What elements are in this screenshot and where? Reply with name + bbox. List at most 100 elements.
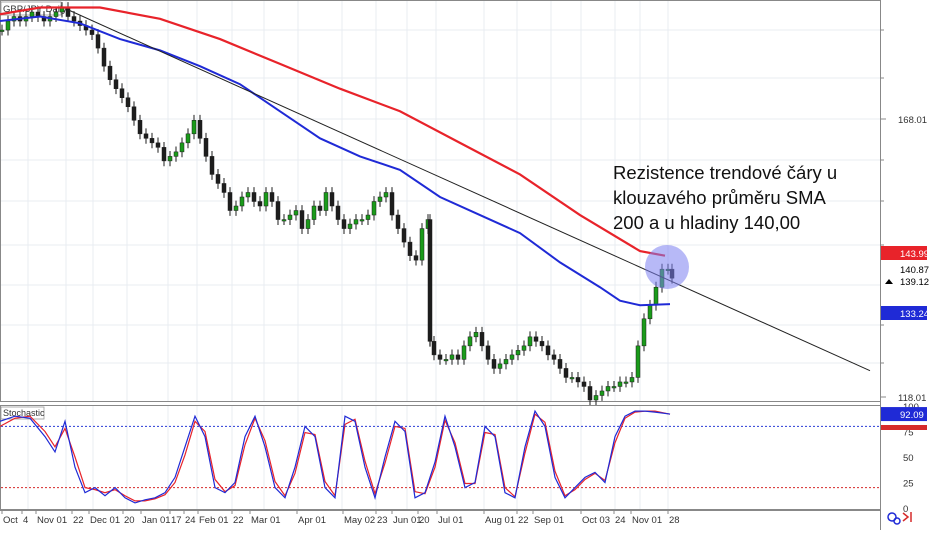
candle-body [5,20,11,31]
candle-body [347,223,353,229]
stoch-title-box [0,406,45,420]
stoch-tick-label: 50 [903,453,914,464]
candle-body [149,138,155,144]
candle-body [281,219,287,222]
candle-body [263,192,269,207]
candle-body [461,345,467,360]
candle-body [143,133,149,139]
candle-body [593,395,599,401]
x-tick-label: 20 [124,515,135,526]
candle-body [95,34,101,49]
arrow-right-icon-head [902,512,910,522]
x-tick-label: 28 [669,515,680,526]
x-tick-label: 22 [73,515,84,526]
candle-body [557,359,563,369]
candle-body [467,336,473,347]
candle-body [371,201,377,216]
candle-body [395,214,401,229]
candle-body [245,192,251,198]
candle-body [419,228,425,261]
stoch-panel-frame [0,405,881,510]
candle-body [605,386,611,392]
price-tag-bg [881,274,927,288]
candle-body [215,174,221,184]
candle-body [473,332,479,338]
candle-body [233,205,239,211]
candle-body [545,345,551,356]
candle-body [251,192,257,202]
candle-body [365,214,371,220]
stoch-value-tag-bg [881,407,927,422]
candle-body [623,381,629,384]
candle-body [575,377,581,383]
highlight-circle [645,245,689,289]
x-tick-label: 4 [23,515,28,526]
x-tick-label: Jun 01 [393,515,422,526]
candle-body [515,350,521,356]
candle-body [119,88,125,98]
stoch-value-tag-label: 92.09 [900,410,924,421]
candle-body [167,156,173,162]
candle-body [293,210,299,216]
price-tick-label: 118.01 [898,393,926,404]
candle-body [389,192,395,216]
candle-body [527,336,533,347]
candle-body [539,341,545,347]
candle-body [503,359,509,365]
candle-body [203,138,209,157]
candle-body [209,156,215,175]
candle-body [377,196,383,202]
candle-body [359,219,365,222]
candle-body [269,192,275,202]
candle-body [161,147,167,162]
candle-body [413,255,419,261]
candle-body [479,332,485,347]
annotation-line-3: 200 a u hladiny 140,00 [613,212,801,233]
price-tag-marker [885,279,893,284]
candle-body [299,210,305,229]
x-tick-label: 23 [377,515,388,526]
candle-body [137,120,143,135]
price-tick-label: 168.01 [898,115,927,126]
candle-body [407,241,413,256]
candle-body [107,65,113,80]
candle-body [383,192,389,198]
candle-body [437,354,443,360]
x-tick-label: 22 [518,515,529,526]
x-tick-label: Jan 01 [142,515,171,526]
candle-body [89,29,95,35]
sync-icon-ring-2 [893,517,901,525]
candle-body [629,377,635,383]
candle-body [431,341,437,356]
candle-body [599,390,605,396]
candle-body [551,354,557,360]
candle-body [257,201,263,207]
candle-body [53,11,59,17]
sync-icon [887,512,901,525]
price-tag-bg [881,262,927,276]
x-tick-label: 17 [171,515,182,526]
candle-body [443,359,449,362]
candle-body [197,120,203,139]
candle-body [275,201,281,220]
x-tick-label: Oct 03 [582,515,610,526]
candle-body [641,318,647,347]
stoch-k-line [0,409,671,504]
candle-body [113,79,119,89]
candle-body [329,192,335,207]
candle-body [101,47,107,67]
candle-body [611,386,617,389]
price-tag-label: 139.12 [900,277,929,288]
sync-icon-ring [887,512,897,522]
candle-body [563,368,569,378]
x-tick-label: 24 [615,515,626,526]
x-tick-label: 24 [185,515,196,526]
x-tick-label: Apr 01 [298,515,326,526]
candle-body [569,377,575,380]
stoch-tick-label: 25 [903,479,914,490]
x-tick-label: Sep 01 [534,515,564,526]
candle-body [341,219,347,229]
stoch-title: Stochastic [3,408,45,418]
candle-body [587,386,593,401]
